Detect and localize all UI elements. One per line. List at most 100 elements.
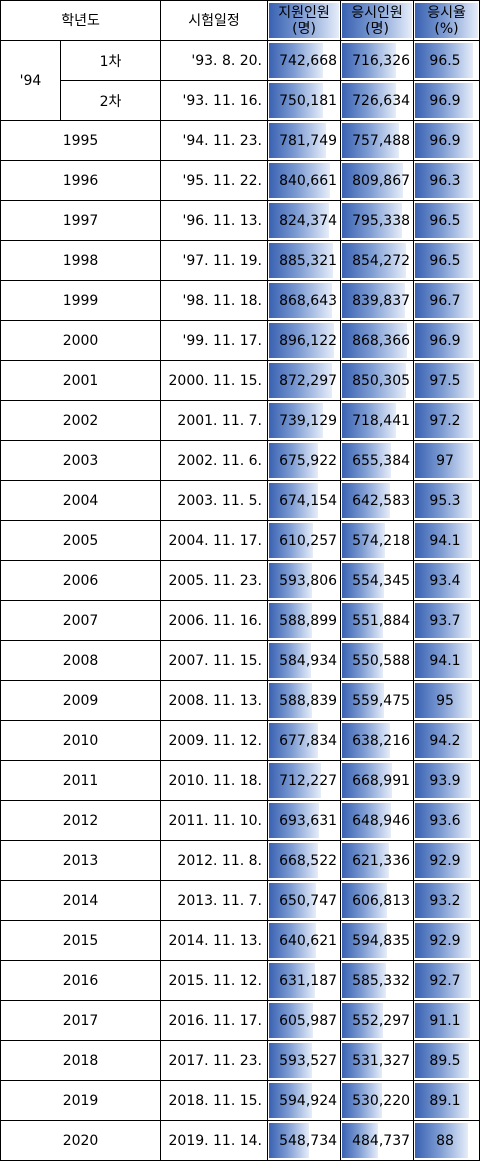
examinees-cell: 850,305 [340,360,415,401]
rate-bar [415,363,475,398]
year-cell: 2015 [0,920,162,961]
rate-bar [415,923,472,958]
rate-value: 97.5 [429,372,461,389]
applicants-cell: 677,834 [267,720,342,761]
rate-cell: 95 [413,680,480,721]
date-cell: '99. 11. 17. [160,320,269,361]
examinees-cell: 551,884 [340,600,415,641]
table-row: 2차 '93. 11. 16. 750,181 726,634 96.9 [1,80,480,121]
date-cell: 2001. 11. 7. [160,400,269,441]
rate-value: 94.1 [429,652,461,669]
table-row: 2017 2016. 11. 17. 605,987 552,297 91.1 [0,1000,480,1041]
examinees-bar [342,523,386,558]
applicants-cell: 548,734 [267,1120,342,1161]
applicants-value: 650,747 [279,892,338,909]
examinees-value: 550,588 [352,652,411,669]
examinees-cell: 554,345 [340,560,415,601]
rate-value: 93.2 [429,892,461,909]
rate-bar [415,443,474,478]
applicants-cell: 840,661 [267,160,342,201]
examinees-bar [342,1043,383,1078]
applicants-value: 593,527 [279,1052,338,1069]
examinees-bar [342,243,407,278]
rate-bar [415,483,473,518]
year-cell: 2019 [0,1080,162,1121]
applicants-cell: 712,227 [267,760,342,801]
table-row: 1995'94. 11. 23. 781,749 757,488 96.9 [0,120,480,161]
table-row: 2015 2014. 11. 13. 640,621 594,835 92.9 [0,920,480,961]
rate-bar [415,843,472,878]
applicants-value: 742,668 [279,52,338,69]
table-row: 2019 2018. 11. 15. 594,924 530,220 89.1 [0,1080,480,1121]
date-cell: 2014. 11. 13. [160,920,269,961]
header-applicants: 지원인원 (명) [267,0,342,41]
examinees-cell: 621,336 [340,840,415,881]
examinees-cell: 716,326 [340,40,415,81]
examinees-value: 484,737 [352,1132,411,1149]
rate-value: 97.2 [429,412,461,429]
applicants-value: 675,922 [279,452,338,469]
examinees-bar [342,363,407,398]
rate-cell: 92.9 [413,920,480,961]
table-row: 2008 2007. 11. 15. 584,934 550,588 94.1 [0,640,480,681]
date-cell: 2005. 11. 23. [160,560,269,601]
rate-cell: 95.3 [413,480,480,521]
table-row: 1999'98. 11. 18. 868,643 839,837 96.7 [0,280,480,321]
rate-bar [415,1123,469,1158]
examinees-cell: 585,332 [340,960,415,1001]
applicants-bar [269,883,317,918]
rate-value: 89.5 [429,1052,461,1069]
date-cell: 2000. 11. 15. [160,360,269,401]
applicants-bar [269,563,313,598]
date-cell: '97. 11. 19. [160,240,269,281]
header-examinees-unit: (명) [365,20,389,37]
date-cell: 2006. 11. 16. [160,600,269,641]
applicants-value: 584,934 [279,652,338,669]
rate-bar [415,123,474,158]
year-cell: 2018 [0,1040,162,1081]
rate-cell: 93.9 [413,760,480,801]
applicants-value: 668,522 [279,852,338,869]
examinees-bar [342,323,408,358]
applicants-bar [269,723,319,758]
header-date: 시험일정 [160,0,269,41]
rate-value: 89.1 [429,1092,461,1109]
date-cell: '93. 8. 20. [160,40,269,81]
rate-value: 88 [436,1132,454,1149]
table-body: '94 1차 '93. 8. 20. 742,668 716,326 96.5 … [0,40,480,1161]
examinees-bar [342,683,385,718]
applicants-bar [269,843,319,878]
rate-bar [415,283,474,318]
date-cell: 2003. 11. 5. [160,480,269,521]
header-rate-label: 응시율 [427,4,466,21]
examinees-bar [342,83,397,118]
table-row: 2013 2012. 11. 8. 668,522 621,336 92.9 [0,840,480,881]
date-cell: 2007. 11. 15. [160,640,269,681]
applicants-value: 631,187 [279,972,338,989]
table-row: 2002 2001. 11. 7. 739,129 718,441 97.2 [0,400,480,441]
year-cell: 2017 [0,1000,162,1041]
examinees-value: 621,336 [352,852,411,869]
applicants-bar [269,1123,310,1158]
date-cell: '96. 11. 13. [160,200,269,241]
applicants-bar [269,163,331,198]
rate-value: 91.1 [429,1012,461,1029]
applicants-value: 781,749 [279,132,338,149]
date-cell: 2009. 11. 12. [160,720,269,761]
rate-value: 96.7 [429,292,461,309]
rate-cell: 96.5 [413,240,480,281]
applicants-value: 548,734 [279,1132,338,1149]
applicants-cell: 675,922 [267,440,342,481]
examinees-bar [342,443,392,478]
examinees-bar [342,163,404,198]
examinees-cell: 757,488 [340,120,415,161]
applicants-value: 677,834 [279,732,338,749]
examinees-cell: 574,218 [340,520,415,561]
examinees-bar [342,1123,379,1158]
rate-value: 93.4 [429,572,461,589]
year-cell: 2014 [0,880,162,921]
year-cell-94: '94 [0,40,61,121]
rate-bar [415,803,472,838]
sub-round-cell: 2차 [59,80,162,121]
